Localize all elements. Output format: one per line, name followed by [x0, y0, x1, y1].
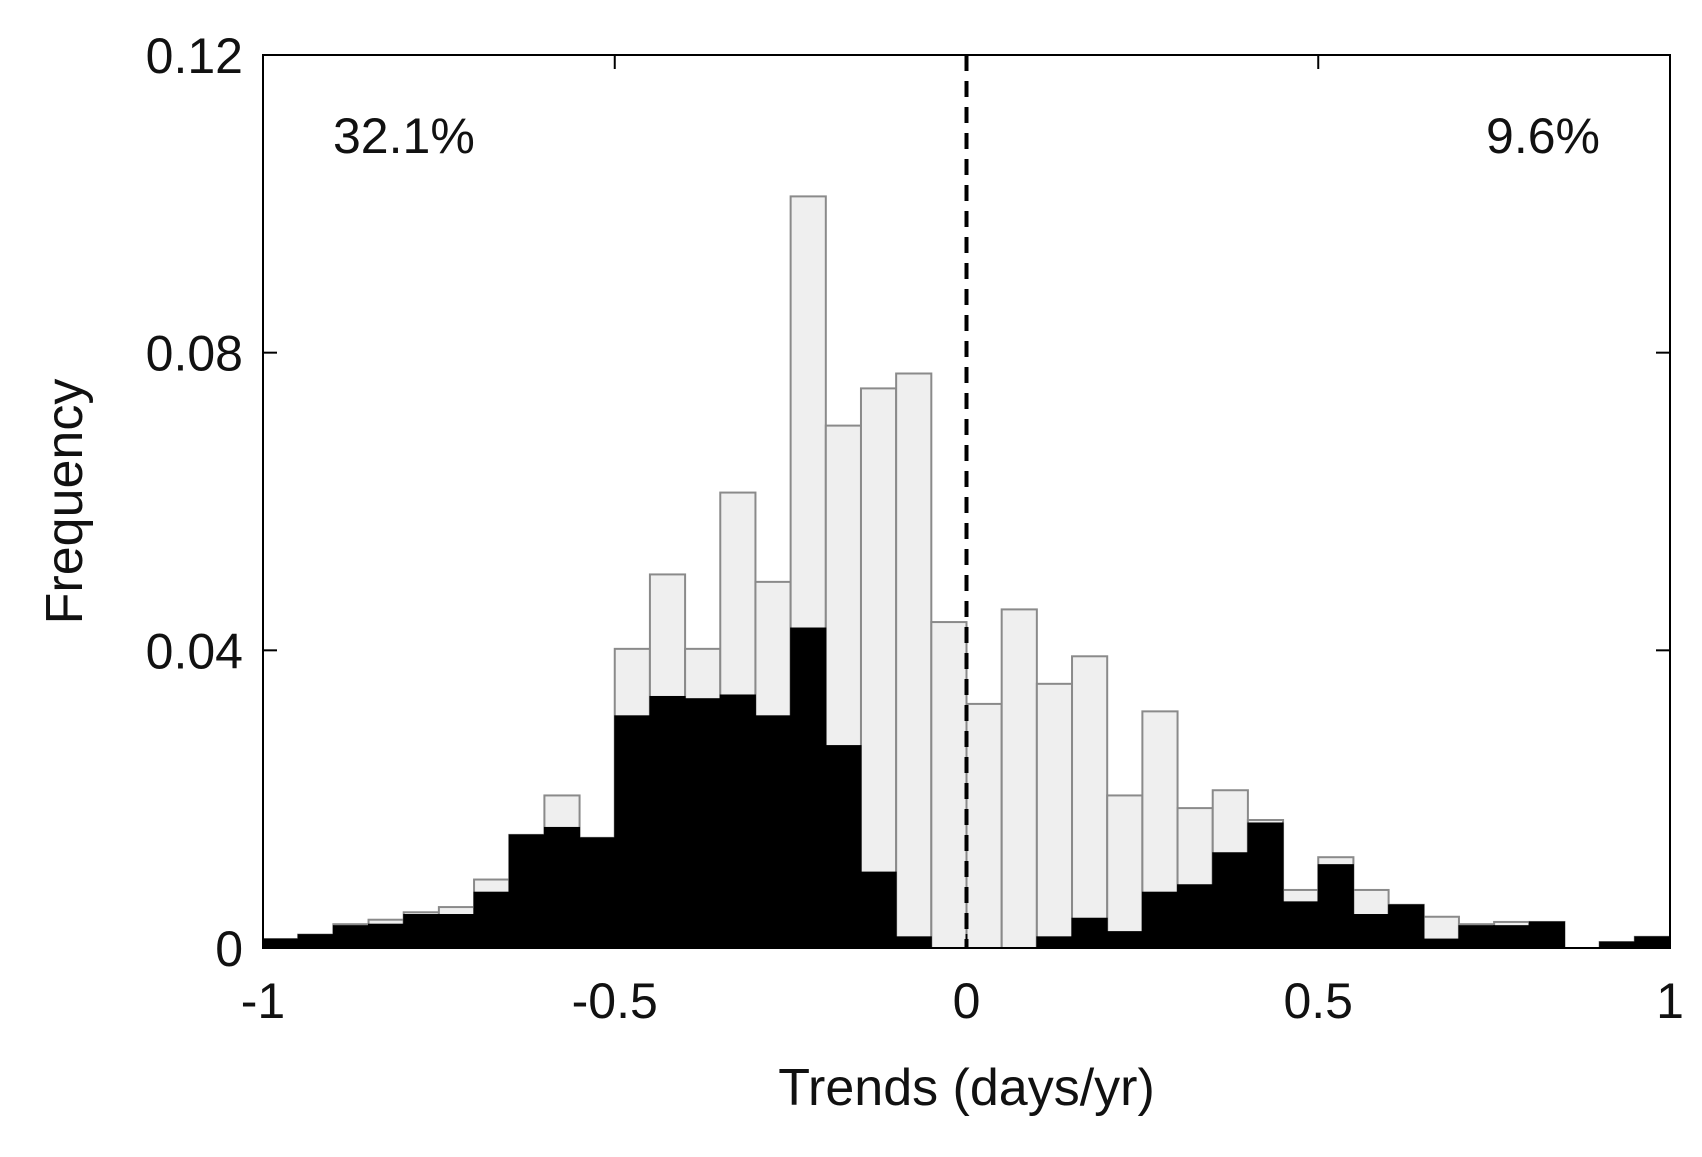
- bar-series1-bin12: [684, 698, 721, 949]
- bar-series1-bin26: [1177, 884, 1214, 949]
- bar-series1-bin17: [860, 871, 897, 949]
- bar-series1-bin23: [1071, 917, 1108, 949]
- bar-series1-bin36: [1528, 921, 1565, 949]
- x-tick-label-4: 1: [1656, 973, 1684, 1029]
- x-axis-label: Trends (days/yr): [778, 1059, 1155, 1117]
- bar-series1-bin22: [1036, 936, 1073, 949]
- y-tick-label-0: 0: [215, 921, 243, 977]
- bar-series1-bin35: [1493, 925, 1530, 949]
- bar-series1-bin31: [1352, 914, 1390, 949]
- bar-series1-bin9: [579, 837, 616, 949]
- bar-series1-bin33: [1423, 938, 1460, 949]
- bar-series0-bin23: [1071, 655, 1109, 949]
- bar-series1-bin1: [297, 934, 334, 949]
- bar-series1-bin3: [368, 923, 405, 949]
- bar-series1-bin18: [895, 936, 932, 949]
- bar-series1-bin7: [508, 834, 545, 949]
- bars-layer: [262, 195, 1671, 950]
- bar-series1-bin2: [332, 925, 370, 949]
- series-1: [262, 627, 1671, 949]
- bar-series1-bin6: [473, 891, 510, 949]
- bar-series1-bin28: [1247, 822, 1284, 949]
- y-tick-label-2: 0.08: [146, 326, 243, 382]
- bar-series1-bin14: [754, 715, 792, 949]
- bar-series1-bin16: [825, 745, 862, 949]
- bar-series1-bin13: [719, 694, 756, 949]
- annotation-right-percentage: 9.6%: [1486, 108, 1600, 164]
- bar-series1-bin34: [1458, 925, 1495, 949]
- bar-series1-bin8: [543, 826, 581, 949]
- bar-series1-bin30: [1317, 864, 1354, 949]
- bar-series1-bin25: [1141, 891, 1179, 949]
- y-axis-label: Frequency: [36, 379, 94, 625]
- x-tick-label-3: 0.5: [1283, 973, 1353, 1029]
- bar-series1-bin27: [1212, 852, 1249, 949]
- bar-series1-bin39: [1634, 936, 1671, 949]
- bar-series1-bin32: [1388, 904, 1425, 949]
- bar-series0-bin21: [1000, 608, 1038, 950]
- bar-series1-bin0: [262, 938, 299, 949]
- bar-series0-bin18: [895, 372, 933, 949]
- bar-series0-bin17: [859, 387, 898, 949]
- x-tick-label-1: -0.5: [572, 973, 658, 1029]
- bar-series1-bin5: [438, 914, 475, 949]
- bar-series0-bin24: [1106, 794, 1144, 950]
- axes-layer: -1 -0.5 0 0.5 1 0 0.04 0.08 0.12: [146, 28, 1684, 1029]
- bar-series1-bin4: [403, 914, 440, 949]
- bar-series0-bin19: [930, 621, 968, 949]
- bar-series0-bin20: [965, 702, 1003, 949]
- y-tick-label-3: 0.12: [146, 28, 243, 84]
- bar-series1-bin29: [1282, 901, 1319, 949]
- bar-series1-bin24: [1106, 931, 1143, 949]
- x-tick-label-2: 0: [953, 973, 981, 1029]
- x-tick-label-0: -1: [241, 973, 285, 1029]
- bar-series0-bin22: [1035, 682, 1074, 949]
- annotation-left-percentage: 32.1%: [333, 108, 475, 164]
- bar-series1-bin10: [614, 715, 651, 949]
- y-tick-label-1: 0.04: [146, 623, 243, 679]
- bar-series1-bin11: [649, 695, 686, 949]
- bar-series1-bin15: [790, 627, 827, 949]
